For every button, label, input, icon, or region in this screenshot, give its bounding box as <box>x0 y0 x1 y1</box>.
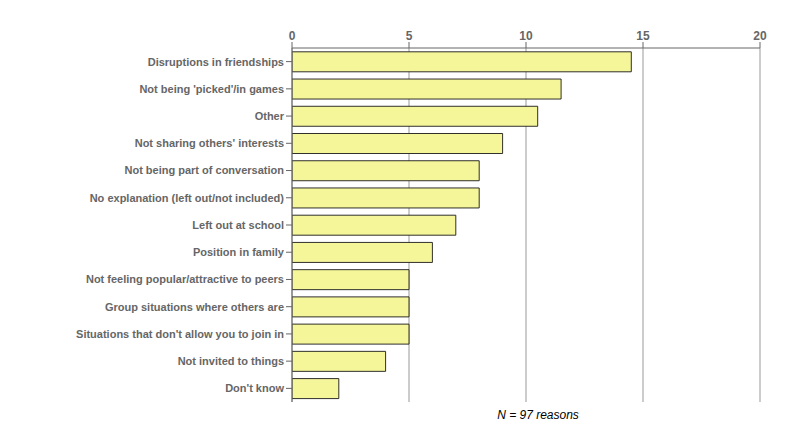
svg-text:Left out at school: Left out at school <box>192 219 284 231</box>
svg-text:Not being part of conversation: Not being part of conversation <box>124 164 284 176</box>
svg-text:Not feeling popular/attractive: Not feeling popular/attractive to peers <box>86 273 284 285</box>
svg-text:0: 0 <box>289 29 296 43</box>
html-text:N = 97 reasons: N = 97 reasons <box>497 408 579 422</box>
svg-text:Not sharing others' interests: Not sharing others' interests <box>135 137 284 149</box>
svg-text:Group situations where others: Group situations where others are <box>105 301 284 313</box>
svg-text:Disruptions in friendships: Disruptions in friendships <box>148 56 284 68</box>
svg-text:Don't know: Don't know <box>225 382 284 394</box>
svg-text:10: 10 <box>519 29 533 43</box>
svg-text:Not invited to things: Not invited to things <box>178 355 284 367</box>
svg-text:Not being 'picked'/in games: Not being 'picked'/in games <box>139 83 284 95</box>
svg-text:No explanation (left out/not i: No explanation (left out/not included) <box>90 192 285 204</box>
svg-text:Position in family: Position in family <box>193 246 285 258</box>
svg-text:Other: Other <box>255 110 285 122</box>
svg-text:15: 15 <box>636 29 650 43</box>
svg-text:Situations that don't allow yo: Situations that don't allow you to join … <box>76 328 284 340</box>
svg-text:5: 5 <box>406 29 413 43</box>
svg-text:20: 20 <box>753 29 767 43</box>
